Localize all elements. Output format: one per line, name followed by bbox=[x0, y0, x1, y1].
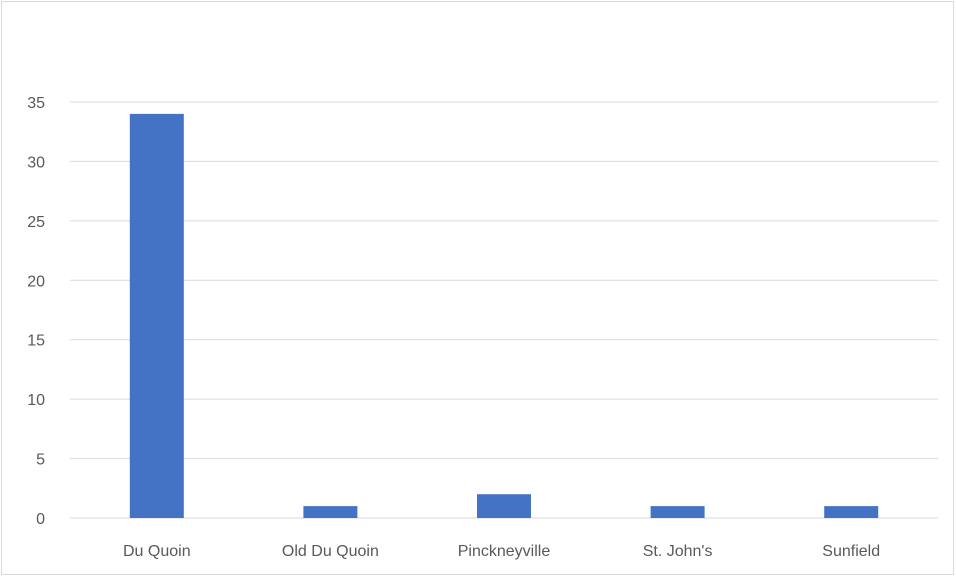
bar bbox=[477, 494, 531, 518]
y-tick-label: 15 bbox=[27, 333, 45, 350]
x-tick-label: Du Quoin bbox=[123, 543, 191, 560]
y-tick-label: 5 bbox=[36, 452, 45, 469]
bar bbox=[824, 506, 879, 518]
bar bbox=[129, 113, 184, 518]
x-tick-label: Sunfield bbox=[822, 543, 880, 560]
x-tick-label: Pinckneyville bbox=[458, 543, 551, 560]
bar bbox=[650, 506, 705, 518]
x-axis-tick-labels: Du Quoin Old Du Quoin Pinckneyville St. Joh… bbox=[123, 543, 880, 560]
y-axis-tick-labels: 0 5 10 15 20 25 30 35 bbox=[27, 95, 45, 528]
y-tick-label: 35 bbox=[27, 95, 45, 112]
y-tick-label: 30 bbox=[27, 154, 45, 171]
bar bbox=[303, 506, 358, 518]
y-tick-label: 10 bbox=[27, 392, 45, 409]
y-tick-label: 20 bbox=[27, 273, 45, 290]
y-tick-label: 0 bbox=[36, 511, 45, 528]
bars bbox=[129, 113, 879, 518]
y-tick-label: 25 bbox=[27, 214, 45, 231]
gridlines bbox=[70, 101, 938, 519]
x-tick-label: Old Du Quoin bbox=[282, 543, 379, 560]
x-tick-label: St. John's bbox=[643, 543, 713, 560]
